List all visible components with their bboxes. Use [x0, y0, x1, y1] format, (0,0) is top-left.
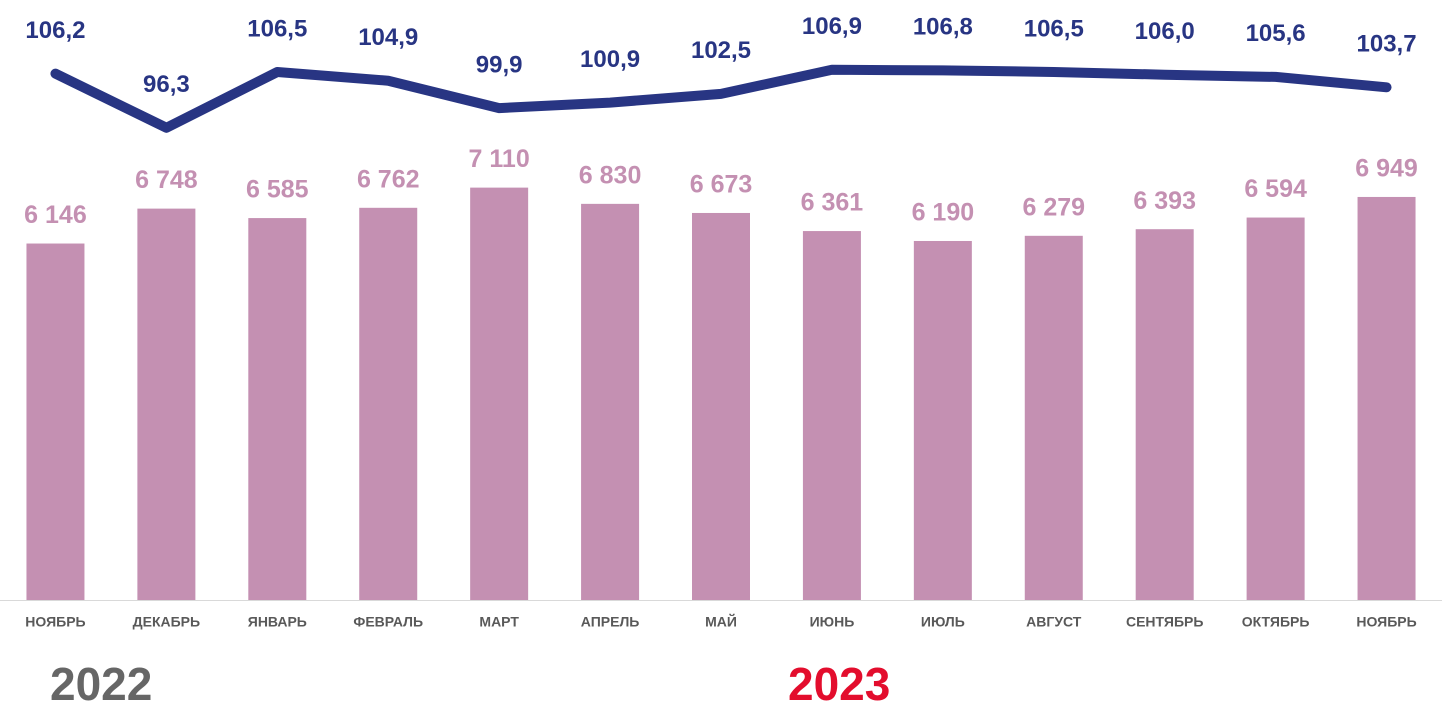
year-label: 2022	[50, 658, 152, 710]
line-value-label: 102,5	[691, 37, 751, 64]
x-tick-label: ФЕВРАЛЬ	[353, 614, 423, 630]
x-tick-label: МАРТ	[479, 614, 519, 630]
bar-value-label: 6 279	[1022, 193, 1085, 221]
bar-value-label: 6 361	[801, 189, 864, 217]
x-tick-label: ОКТЯБРЬ	[1242, 614, 1310, 630]
bar	[359, 207, 418, 600]
line-value-label: 106,9	[802, 13, 862, 40]
bar	[692, 212, 750, 600]
bar-value-label: 6 762	[357, 165, 420, 193]
bar	[1135, 229, 1194, 600]
bar-value-label: 6 393	[1133, 187, 1196, 215]
bar-value-label: 6 673	[690, 171, 753, 199]
line-value-label: 103,7	[1357, 31, 1417, 58]
bar-value-label: 6 190	[912, 199, 975, 227]
line-value-label: 105,6	[1246, 20, 1306, 47]
bar	[26, 243, 85, 601]
x-tick-label: СЕНТЯБРЬ	[1126, 614, 1203, 630]
bar-value-label: 6 585	[246, 176, 309, 204]
bar	[1357, 196, 1416, 600]
x-tick-label: АВГУСТ	[1026, 614, 1082, 630]
line-value-label: 99,9	[476, 51, 523, 78]
year-label: 2023	[788, 658, 890, 710]
bar	[248, 218, 307, 600]
x-tick-label: НОЯБРЬ	[1356, 614, 1416, 630]
line-value-label: 96,3	[143, 71, 190, 98]
x-tick-label: ЯНВАРЬ	[248, 614, 307, 630]
bar-value-label: 7 110	[469, 145, 530, 173]
x-tick-label: НОЯБРЬ	[25, 614, 85, 630]
x-tick-label: АПРЕЛЬ	[581, 614, 640, 630]
bar-value-label: 6 748	[135, 166, 198, 194]
bar	[137, 208, 196, 600]
line-value-label: 106,2	[25, 17, 85, 44]
line-value-label: 104,9	[358, 24, 418, 51]
bar-value-label: 6 949	[1355, 155, 1418, 183]
bar	[1024, 235, 1083, 600]
bar	[913, 240, 972, 601]
line	[50, 64, 1392, 133]
x-tick-label: ИЮНЬ	[810, 614, 855, 630]
bar	[802, 231, 861, 600]
bar-value-label: 6 594	[1244, 175, 1307, 203]
bar	[1246, 217, 1305, 600]
line-value-label: 106,8	[913, 14, 973, 41]
line-value-label: 106,5	[1024, 15, 1084, 42]
line-value-label: 106,5	[247, 15, 307, 42]
x-tick-label: МАЙ	[705, 613, 737, 630]
x-tick-label: ДЕКАБРЬ	[133, 614, 200, 630]
line-value-label: 106,0	[1135, 18, 1195, 45]
bar	[470, 187, 529, 600]
line-value-label: 100,9	[580, 46, 640, 73]
bar-value-label: 6 146	[24, 201, 87, 229]
bar	[581, 203, 640, 601]
x-tick-label: ИЮЛЬ	[921, 614, 965, 630]
bar-value-label: 6 830	[579, 161, 642, 189]
